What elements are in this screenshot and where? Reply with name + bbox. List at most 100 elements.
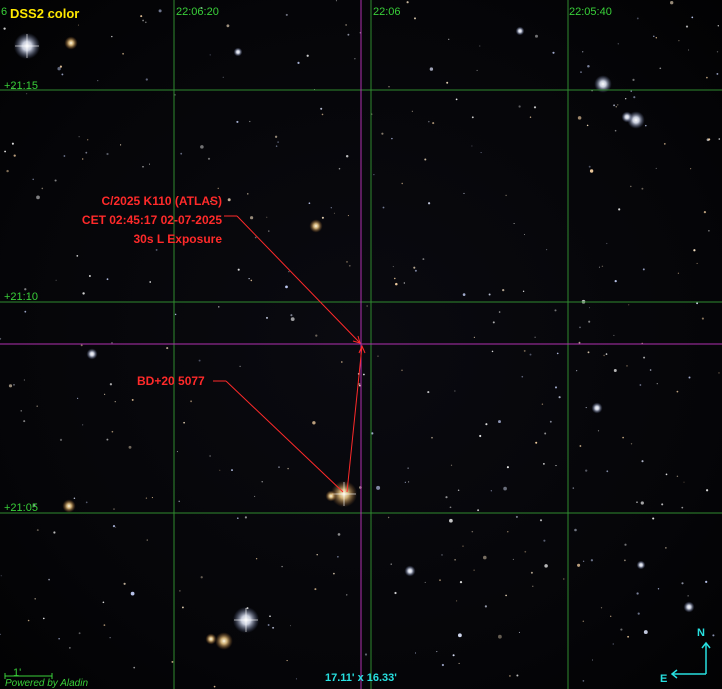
aladin-credit[interactable]: Powered by Aladin [5,678,89,689]
faint-star [701,317,704,320]
faint-star [642,268,645,271]
bright-star [591,402,603,414]
faint-star [122,52,124,55]
faint-star [274,135,278,138]
faint-star [376,485,381,490]
faint-star [104,393,106,395]
faint-star [97,80,99,82]
faint-star [82,292,85,295]
faint-star [130,591,135,596]
faint-star [227,198,231,202]
faint-star [250,216,254,220]
faint-star [85,151,88,154]
faint-star [47,16,49,18]
faint-star [624,543,627,546]
faint-star [190,400,193,403]
faint-star [589,169,594,173]
faint-star [457,489,460,491]
faint-star [63,155,66,157]
faint-star [144,21,147,24]
faint-star [703,210,707,214]
faint-star [0,575,2,577]
faint-star [563,578,565,580]
bright-star [309,219,323,233]
faint-star [381,132,384,135]
east-arrowhead [670,669,678,679]
faint-star [346,594,348,596]
faint-star [592,659,593,661]
faint-star [693,249,696,252]
faint-star [247,193,249,195]
bright-star [515,26,525,36]
faint-star [0,337,2,340]
faint-star [113,508,115,510]
faint-star [678,40,680,42]
faint-star [450,464,453,466]
faint-star [529,116,532,118]
faint-star [473,336,476,339]
faint-star [316,553,318,556]
faint-star [200,145,204,149]
faint-star [471,116,474,119]
faint-star [200,7,203,9]
faint-star [36,405,38,407]
faint-star [476,69,478,71]
faint-star [462,293,466,296]
faint-star [597,430,600,432]
faint-star [358,384,361,387]
faint-star [639,384,642,386]
faint-star [266,216,268,218]
compass-east-label: E [660,673,668,685]
faint-star [480,152,482,154]
faint-star [431,436,433,439]
bright-star [404,565,416,577]
faint-star [140,15,143,18]
faint-star [636,592,639,595]
faint-star [290,314,293,317]
faint-star [582,620,585,622]
faint-star [448,38,450,40]
faint-star [676,475,679,478]
faint-star [578,341,581,344]
faint-star [588,165,591,168]
target-name: C/2025 K110 (ATLAS) [101,194,223,208]
faint-star [183,421,185,424]
faint-star [285,13,288,16]
faint-star [479,45,481,47]
star-spike [234,608,258,632]
faint-star [348,264,351,267]
faint-star [371,432,374,435]
faint-star [231,469,233,472]
faint-star [415,652,416,654]
faint-star [142,165,144,168]
faint-star [373,173,375,176]
faint-star [87,139,89,141]
faint-star [275,145,278,147]
faint-star [54,179,57,182]
faint-star [552,51,555,54]
target-exposure: 30s L Exposure [133,232,223,246]
faint-star [73,497,76,499]
faint-star [624,559,626,562]
faint-star [630,185,632,188]
faint-star [337,533,341,536]
faint-star [535,441,538,444]
faint-star [286,660,288,662]
bright-star [636,560,646,570]
faint-star [484,605,488,608]
faint-star [523,349,526,352]
faint-star [462,545,464,547]
faint-star [532,585,534,587]
bright-star [621,111,633,123]
faint-star [582,680,585,682]
faint-star [691,16,694,19]
faint-star [281,565,283,568]
faint-star [427,391,430,394]
bright-star [62,499,76,513]
faint-star [625,98,627,100]
faint-star [395,282,398,286]
survey-label[interactable]: DSS2 color [10,6,80,21]
faint-star [471,145,473,147]
